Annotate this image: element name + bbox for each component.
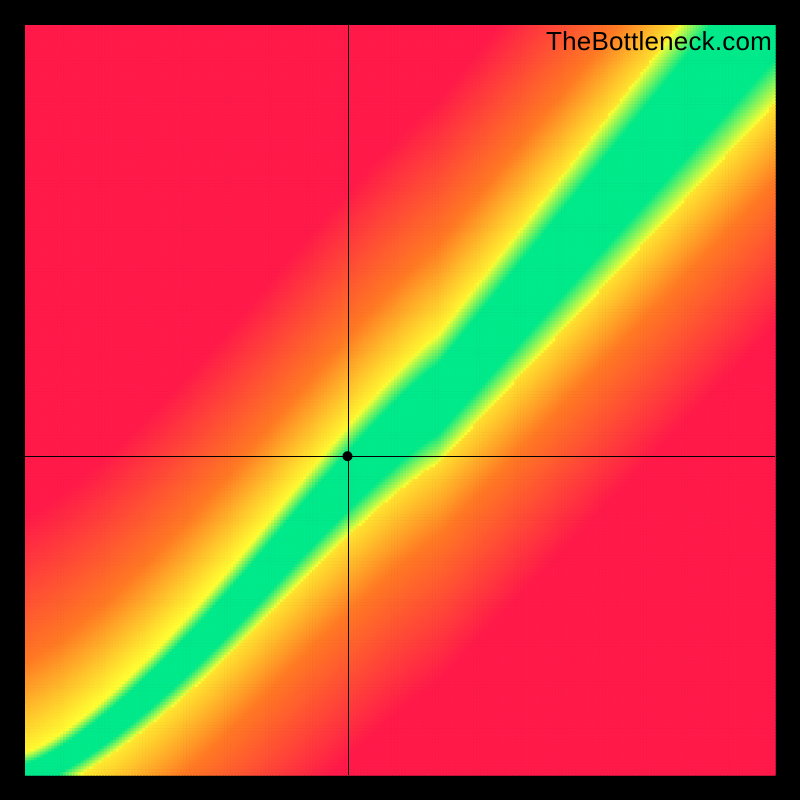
watermark-text: TheBottleneck.com <box>546 26 772 57</box>
bottleneck-heatmap <box>0 0 800 800</box>
